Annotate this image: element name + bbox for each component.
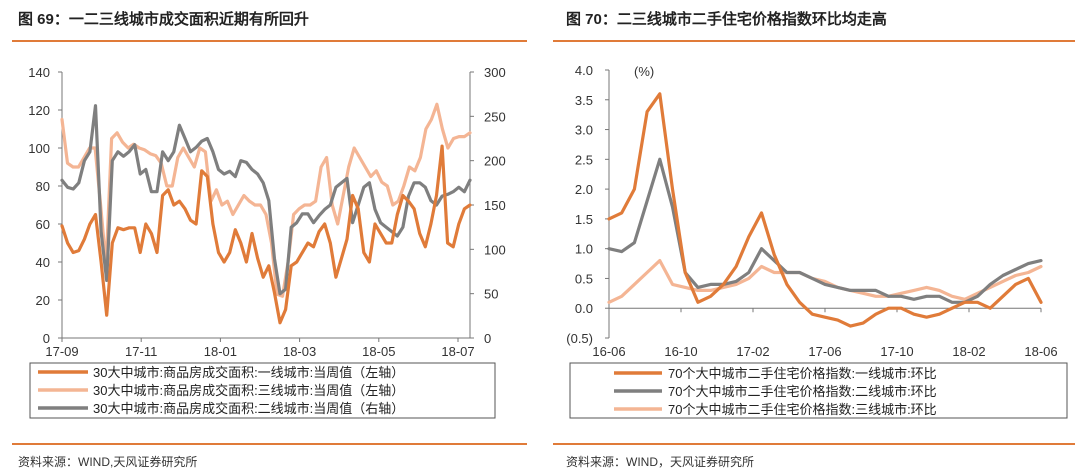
right-title-rule [553, 40, 1075, 42]
legend-label-0: 70个大中城市二手住宅价格指数:一线城市:环比 [668, 366, 937, 381]
legend-label-2: 70个大中城市二手住宅价格指数:三线城市:环比 [668, 402, 937, 417]
x-tick-label: 17-09 [45, 344, 78, 359]
left-y-tick-label: 100 [28, 141, 50, 156]
right-footer-rule [553, 443, 1075, 445]
series-line-2 [607, 259, 1043, 304]
right-y-tick-label: 150 [484, 198, 506, 213]
y-tick-label: 0.0 [575, 301, 593, 316]
right-y-tick-label: 100 [484, 242, 506, 257]
y-unit-label: (%) [634, 64, 654, 79]
x-tick-label: 18-03 [283, 344, 316, 359]
left-footer-rule [12, 443, 527, 445]
legend-label-1: 70个大中城市二手住宅价格指数:二线城市:环比 [668, 384, 937, 399]
y-tick-label: 0.5 [575, 271, 593, 286]
series-line-2 [60, 104, 472, 296]
left-y-tick-label: 40 [36, 255, 50, 270]
left-y-tick-label: 0 [43, 331, 50, 346]
left-y-tick-label: 140 [28, 65, 50, 80]
left-y-tick-label: 80 [36, 179, 50, 194]
legend-label-1: 30大中城市:商品房成交面积:三线城市:当周值（左轴） [93, 383, 404, 398]
left-title-rule [12, 40, 527, 42]
left-legend-box [29, 362, 496, 419]
left-figure-title: 图 69：一二三线城市成交面积近期有所回升 [18, 11, 309, 28]
x-tick-label: 18-02 [952, 344, 985, 359]
right-y-tick-label: 300 [484, 65, 506, 80]
legend-label-2: 30大中城市:商品房成交面积:二线城市:当周值（右轴） [93, 401, 404, 416]
x-tick-label: 18-06 [1024, 344, 1057, 359]
y-tick-label: 3.0 [575, 123, 593, 138]
y-tick-label: 4.0 [575, 63, 593, 78]
series-line-0 [60, 144, 472, 325]
right-source-note: 资料来源：WIND，天风证券研究所 [566, 455, 754, 469]
left-y-tick-label: 120 [28, 103, 50, 118]
y-tick-label: 3.5 [575, 93, 593, 108]
x-tick-label: 17-10 [880, 344, 913, 359]
left-chart: 0 20 40 60 80 100 120 140 0 50 100 150 200 250 300 17-0… [28, 65, 506, 419]
left-source-note: 资料来源：WIND,天风证券研究所 [18, 455, 198, 469]
y-tick-label: (0.5) [566, 331, 593, 346]
x-tick-label: 17-06 [808, 344, 841, 359]
y-tick-label: 2.5 [575, 152, 593, 167]
x-tick-label: 17-11 [125, 344, 157, 359]
x-tick-label: 16-10 [664, 344, 697, 359]
y-tick-label: 2.0 [575, 182, 593, 197]
right-chart: 4.0 3.5 3.0 2.5 2.0 1.5 1.0 0.5 0.0 (0.5) (%) 16-06… [566, 63, 1068, 419]
right-figure-title: 图 70：二三线城市二手住宅价格指数环比均走高 [566, 11, 887, 28]
x-tick-label: 18-05 [362, 344, 395, 359]
x-tick-label: 16-06 [592, 344, 625, 359]
right-y-tick-label: 250 [484, 109, 506, 124]
y-tick-label: 1.0 [575, 242, 593, 257]
x-tick-label: 18-07 [441, 344, 474, 359]
legend-label-0: 30大中城市:商品房成交面积:一线城市:当周值（左轴） [93, 365, 404, 380]
left-y-tick-label: 60 [36, 217, 50, 232]
right-y-tick-label: 200 [484, 154, 506, 169]
series-line-1 [60, 102, 472, 298]
x-tick-label: 18-01 [204, 344, 237, 359]
y-tick-label: 1.5 [575, 212, 593, 227]
x-tick-label: 17-02 [736, 344, 769, 359]
left-y-tick-label: 20 [36, 293, 50, 308]
right-y-tick-label: 0 [484, 331, 491, 346]
right-y-tick-label: 50 [484, 287, 498, 302]
series-line-0 [607, 92, 1043, 328]
